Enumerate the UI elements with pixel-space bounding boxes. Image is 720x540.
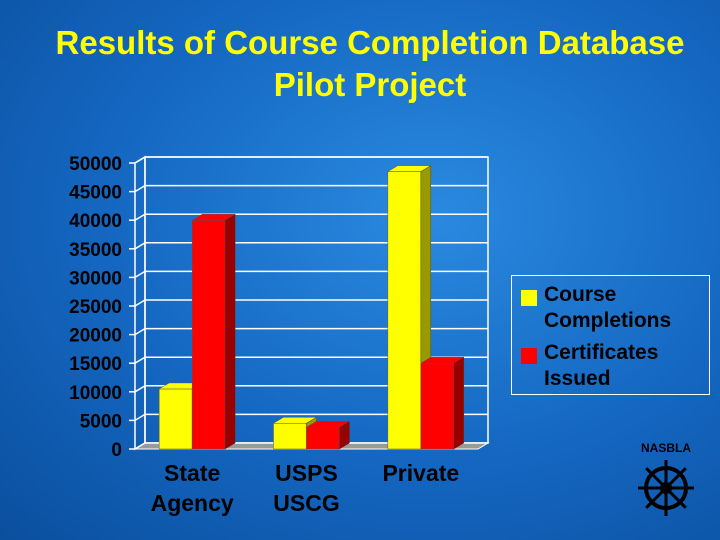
bar-side-shade <box>339 421 350 449</box>
bar <box>191 213 237 450</box>
bar-front <box>306 427 340 450</box>
grid-line <box>134 156 488 164</box>
y-tick-label: 15000 <box>69 354 122 375</box>
legend-swatch <box>521 290 537 306</box>
bar-side-shade <box>225 214 236 449</box>
y-tick-label: 35000 <box>69 240 122 261</box>
grid-line <box>134 356 488 364</box>
bar-front <box>387 171 422 450</box>
logo-text: NASBLA <box>641 441 691 455</box>
grid-line <box>134 385 488 393</box>
bar-front <box>158 388 193 450</box>
bar <box>419 356 465 450</box>
grid-line <box>134 242 488 250</box>
bar-front <box>420 362 455 450</box>
grid-line <box>134 270 488 279</box>
legend: Course Completions Certificates Issued <box>511 275 710 395</box>
y-tick-label: 30000 <box>69 268 122 289</box>
chart-title: Results of Course Completion Database Pi… <box>55 24 685 103</box>
bar-side <box>339 420 350 450</box>
y-tick-label: 10000 <box>69 383 122 404</box>
grid-line <box>134 184 488 193</box>
y-tick-label: 50000 <box>69 154 122 175</box>
grid-line <box>134 213 488 221</box>
y-tick-label: 5000 <box>80 411 122 432</box>
logo-hub <box>660 482 672 494</box>
bar-front <box>191 219 226 450</box>
bar-front <box>273 423 307 450</box>
bar-side-shade <box>453 357 464 449</box>
bar <box>305 420 351 450</box>
grid-line <box>134 327 488 336</box>
legend-label: Certificates Issued <box>544 341 659 390</box>
legend-swatch <box>521 348 537 364</box>
y-tick-label: 20000 <box>69 326 122 347</box>
y-tick-label: 0 <box>111 440 122 461</box>
y-tick-label: 25000 <box>69 297 122 318</box>
x-tick-label: State Agency <box>150 460 234 516</box>
y-tick-label: 45000 <box>69 183 122 204</box>
y-tick-label: 40000 <box>69 211 122 232</box>
legend-label: Course Completions <box>544 283 672 332</box>
grid-line <box>134 413 488 422</box>
bar-side <box>453 356 465 450</box>
grid-line <box>134 442 488 450</box>
x-tick-label: USPS USCG <box>273 460 340 516</box>
grid-line <box>134 299 488 307</box>
bar-side <box>224 213 236 450</box>
x-tick-label: Private <box>382 460 460 486</box>
